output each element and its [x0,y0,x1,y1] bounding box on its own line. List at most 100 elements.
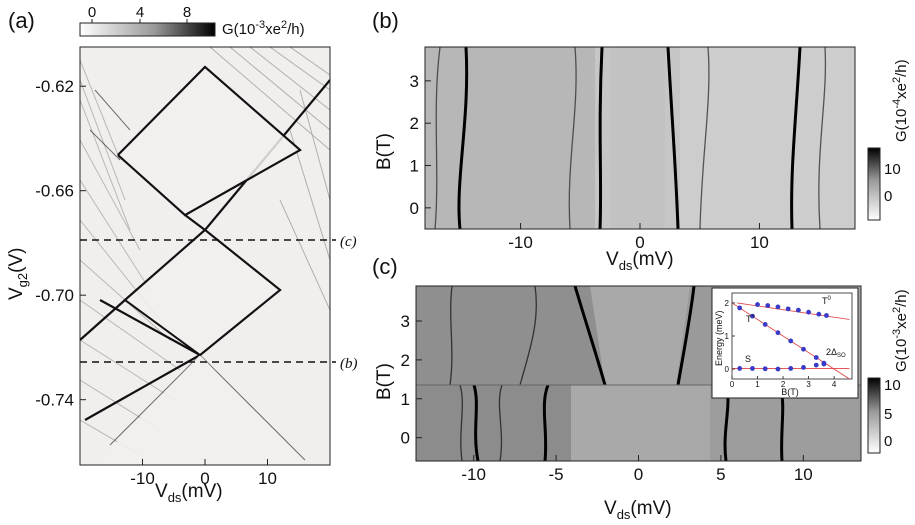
panel-a-right-texture [209,47,330,311]
inset-xlabel: B(T) [781,387,799,397]
cb-c-exp2: 2 [891,307,903,313]
cb-c-end: /h) [893,289,910,307]
panel-b-gap [610,47,665,229]
panel-c: (c) -10 -5 [372,254,910,522]
cb-c-exp: -3 [891,329,903,339]
y-tick-label: 0 [401,429,410,448]
panel-c-colorbar-tick-label: 0 [884,433,892,450]
x-tick-label: 0 [200,469,209,488]
inset-label-tplus: T+ [746,314,756,324]
inset-point-tplus [788,338,794,344]
panel-a-plot: (c) (b) -10 0 10 -0.62 -0.66 -0.70 -0.74 Vds(m… [6,46,358,505]
panel-a-colorbar-tick-label: 4 [136,4,144,21]
panel-c-upper-right-noise [676,286,720,385]
inset-point-s [801,365,806,370]
panel-a-axes: -10 0 10 -0.62 -0.66 -0.70 -0.74 [35,77,277,488]
panel-a-faint-edges [89,89,306,461]
cb-a-exp: -3 [255,19,265,31]
panel-c-secondary-peaks [449,286,537,461]
x-tick-label: 10 [258,469,277,488]
inset-label-s: S [745,354,751,364]
y-tick-label: 3 [401,312,410,331]
x-tick-label: 10 [794,465,813,484]
panel-c-colorbar: 10 5 0 G(10-3xe2/h) [867,289,910,454]
inset-point-tplus [737,305,743,311]
inset-point-s [737,366,743,371]
panel-c-xlabel: Vds(mV) [604,498,672,522]
cb-c-post: xe [893,313,910,329]
panel-b-xlabel: Vds(mV) [606,249,674,273]
panel-a: (a) 0 4 8 G(10-3xe2/h) [6,4,358,505]
cb-b-post: xe [893,83,910,99]
y-tick-label: 0 [410,199,419,218]
panel-a-ylabel-unit: (V) [6,248,27,273]
panel-c-lower-left-noise [416,385,571,461]
inset-point-s [821,360,827,366]
panel-a-ylabel-main: V [6,287,27,300]
panel-a-colorbar: 0 4 8 G(10-3xe2/h) [79,4,305,38]
panel-a-xlabel-sub: ds [168,490,182,505]
inset-x-tick-label: 2 [781,380,786,389]
panel-c-xlabel-main: V [604,498,617,519]
panel-a-colorbar-gradient [79,22,216,37]
inset-frame [711,287,859,399]
cb-b-exp: -4 [891,99,903,109]
inset-point-t0 [806,309,811,315]
y-tick-label: -0.66 [35,182,74,201]
panel-b-colorbar-gradient [867,147,881,221]
panel-b-ylabel: B(T) [374,133,395,170]
x-tick-label: 0 [635,233,644,252]
inset-x-tick-label: 4 [832,380,837,389]
inset-point-s [788,366,794,371]
y-tick-label: -0.62 [35,77,74,96]
inset-tplus-letter: T [746,314,752,324]
cb-a-exp2: 2 [281,19,287,31]
inset-plot: 0 1 2 3 4 0 1 2 [725,292,853,389]
panel-b-xlabel-unit: (mV) [632,249,673,270]
cb-a-post: xe [265,21,281,38]
panel-a-label: (a) [8,8,35,33]
inset-point-tplus [813,355,819,360]
x-tick-label: -10 [461,465,486,484]
inset-point-s [750,366,755,371]
panel-a-colorbar-tick-label: 0 [88,4,96,21]
inset-point-t0 [765,303,771,308]
x-tick-label: -5 [549,465,564,484]
panel-a-xlabel-unit: (mV) [181,481,222,502]
inset-point-t0 [755,302,760,307]
panel-a-cut-c-label: (c) [340,234,357,250]
inset-point-tplus [750,313,755,319]
panel-a-diamond-2 [125,230,280,355]
inset-point-s [775,366,781,372]
panel-c-colorbar-tick-label: 5 [884,406,892,423]
panel-c-xlabel-sub: ds [617,507,631,522]
panel-c-colorbar-gradient [867,377,881,454]
panel-c-colorbar-label: G(10-3xe2/h) [891,289,910,372]
panel-b-secondary-peaks [434,47,827,229]
inset-point-t0 [775,304,781,310]
cb-a-end: /h) [287,21,305,38]
cb-b-pre: G(10 [893,109,910,142]
inset-point-tplus [762,322,768,327]
panel-a-ylabel-sub: g2 [15,273,30,287]
inset-y-tick-label: 2 [725,299,730,308]
inset-t0-letter: T [822,296,828,306]
cb-b-end: /h) [893,59,910,77]
inset-point-t0 [785,306,791,312]
panel-a-cut-b-label: (b) [340,356,358,372]
panel-b-colorbar: 10 0 G(10-4xe2/h) [867,59,910,221]
inset-point-t0 [795,307,801,313]
panel-c-colorbar-tick-label: 10 [884,377,901,394]
panel-a-colorbar-label: G(10-3xe2/h) [222,19,305,38]
cb-c-pre: G(10 [893,339,910,372]
panel-a-diamond-3 [95,355,305,465]
panel-b-peaks [457,47,802,229]
panel-a-xlabel: Vds(mV) [155,481,223,505]
panel-b-colorbar-tick-label: 10 [884,161,901,178]
y-tick-label: 1 [410,157,419,176]
inset-y-tick-label: 0 [725,365,730,374]
inset-y-tick-label: 1 [725,332,730,341]
inset-label-t0: T0 [822,296,832,306]
